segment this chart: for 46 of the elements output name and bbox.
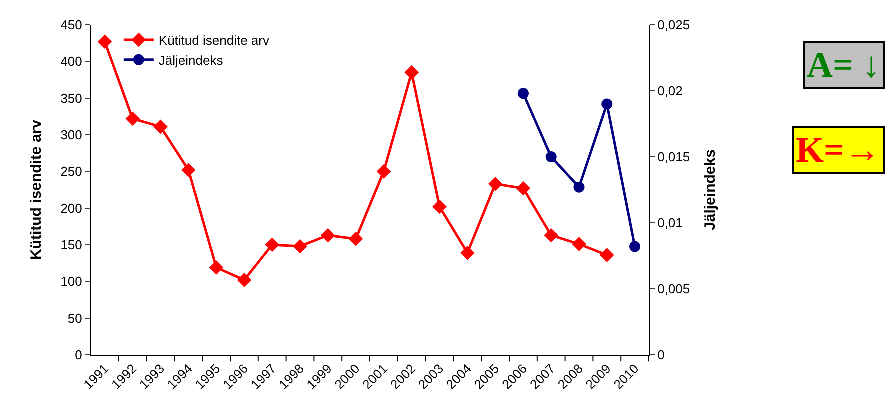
- point: [460, 246, 475, 260]
- y-tick-label: 50: [68, 310, 82, 326]
- point: [546, 152, 557, 162]
- y2-tick-label: 0,01: [658, 216, 683, 231]
- point: [237, 273, 252, 288]
- y-tick-label: 200: [60, 200, 82, 216]
- legend-label: Jäljeindeks: [158, 52, 224, 68]
- point: [126, 112, 140, 126]
- y-axis-title: Kütitud isendite arv: [28, 119, 45, 260]
- y-tick-label: 300: [60, 128, 82, 143]
- y2-tick-label: 0,025: [658, 18, 690, 33]
- y2-tick-label: 0,005: [658, 282, 690, 297]
- point: [182, 163, 196, 178]
- point: [544, 228, 558, 243]
- point: [321, 228, 336, 243]
- y-tick-label: 100: [60, 274, 82, 290]
- text: A= ↓: [807, 45, 881, 85]
- text: K=→: [796, 130, 881, 170]
- point: [154, 120, 168, 134]
- point: [209, 260, 224, 275]
- y-tick-label: 450: [60, 18, 82, 33]
- point: [293, 239, 308, 254]
- y-tick-label: 350: [60, 90, 82, 106]
- point: [432, 200, 447, 214]
- point: [265, 238, 280, 252]
- y-tick-label: 0: [75, 348, 82, 363]
- point: [488, 176, 503, 192]
- point: [98, 34, 112, 50]
- point: [572, 237, 586, 252]
- point: [516, 181, 531, 196]
- legend-label: Kütitud isendite arv: [158, 33, 270, 48]
- y-tick-label: 150: [60, 238, 82, 253]
- y-tick-label: 250: [60, 164, 82, 180]
- y2-tick-label: 0,015: [658, 150, 690, 165]
- point: [376, 164, 392, 179]
- y2-axis-title: Jäljeindeks: [702, 150, 720, 230]
- point: [600, 248, 614, 262]
- y2-tick-label: 0: [658, 348, 665, 363]
- point: [404, 66, 419, 80]
- point: [574, 182, 585, 193]
- y-tick-label: 400: [60, 54, 82, 70]
- point: [518, 88, 529, 100]
- point: [630, 241, 641, 252]
- point: [348, 232, 364, 246]
- y2-tick-label: 0,02: [658, 84, 683, 99]
- point: [602, 98, 613, 110]
